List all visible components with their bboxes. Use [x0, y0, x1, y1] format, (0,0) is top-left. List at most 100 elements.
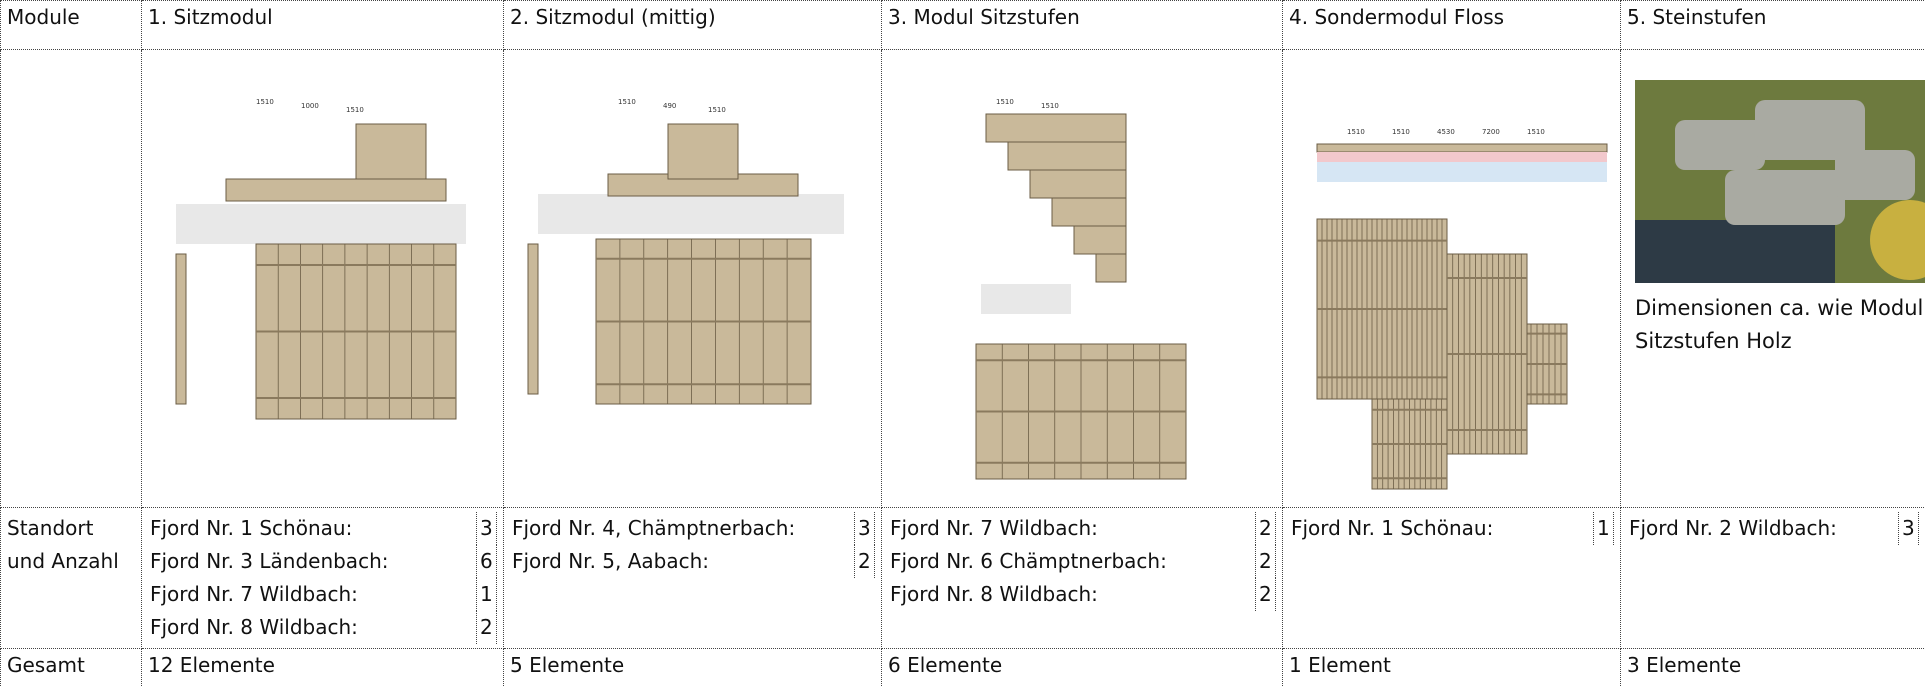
- stone: [1725, 170, 1845, 225]
- dimension-label: 1510: [346, 106, 364, 114]
- step: [1051, 197, 1127, 227]
- ground: [981, 284, 1071, 314]
- header-cell: 4. Sondermodul Floss: [1282, 0, 1621, 50]
- stone: [1675, 120, 1765, 170]
- dimension-label: 7200: [1482, 128, 1500, 136]
- water: [1635, 220, 1835, 283]
- step: [1007, 141, 1127, 171]
- location-list: Fjord Nr. 1 Schönau: 3 Fjord Nr. 3 Ländenb…: [148, 512, 497, 644]
- caption: Dimensionen ca. wie Modul Sitzstufen Hol…: [1635, 296, 1924, 353]
- dimension-label: 4530: [1437, 128, 1455, 136]
- step: [1073, 225, 1127, 255]
- location-count: 6: [476, 545, 497, 578]
- drawing-cell: 1510 1000 1510: [141, 49, 504, 508]
- ground: [538, 194, 844, 234]
- location-row: Fjord Nr. 3 Ländenbach: 6: [148, 545, 497, 578]
- dimension-label: 1510: [708, 106, 726, 114]
- step: [1029, 169, 1127, 199]
- technical-drawing: 1510 1000 1510: [175, 98, 466, 420]
- location-cell: Fjord Nr. 1 Schönau: 3 Fjord Nr. 3 Ländenb…: [141, 507, 504, 649]
- location-name: Fjord Nr. 5, Aabach:: [512, 549, 710, 573]
- side-view: [175, 253, 187, 405]
- location-name: Fjord Nr. 3 Ländenbach:: [150, 549, 389, 573]
- drawing-cell: 1510 490 1510: [503, 49, 882, 508]
- location-count: 1: [1593, 512, 1614, 545]
- location-cell: Fjord Nr. 2 Wildbach: 3: [1620, 507, 1925, 649]
- total-cell: 12 Elemente: [141, 648, 504, 687]
- location-name: Fjord Nr. 6 Chämptnerbach:: [890, 549, 1167, 573]
- header-cell: 5. Steinstufen: [1620, 0, 1925, 50]
- empty-cell: [0, 49, 142, 508]
- location-count: 3: [854, 512, 875, 545]
- location-count: 2: [854, 545, 875, 578]
- water: [1317, 162, 1607, 182]
- location-cell: Fjord Nr. 4, Chämptnerbach: 3 Fjord Nr. 5,…: [503, 507, 882, 649]
- location-name: Fjord Nr. 7 Wildbach:: [890, 516, 1098, 540]
- location-name: Fjord Nr. 8 Wildbach:: [890, 582, 1098, 606]
- dimension-label: 1510: [1527, 128, 1545, 136]
- location-list: Fjord Nr. 4, Chämptnerbach: 3 Fjord Nr. 5,…: [510, 512, 875, 578]
- technical-drawing: 1510 490 1510: [527, 98, 844, 405]
- drawing-cell: 1510 1510 4530 7200 1510: [1282, 49, 1621, 508]
- row-label: Gesamt: [0, 648, 142, 687]
- location-list: Fjord Nr. 1 Schönau: 1: [1289, 512, 1614, 545]
- header-cell: 3. Modul Sitzstufen: [881, 0, 1283, 50]
- header-cell: 1. Sitzmodul: [141, 0, 504, 50]
- back: [355, 123, 427, 180]
- location-count: 1: [476, 578, 497, 611]
- location-row: Fjord Nr. 6 Chämptnerbach: 2: [888, 545, 1276, 578]
- location-name: Fjord Nr. 1 Schönau:: [1291, 516, 1494, 540]
- location-list: Fjord Nr. 7 Wildbach: 2 Fjord Nr. 6 Chämpt…: [888, 512, 1276, 611]
- location-row: Fjord Nr. 1 Schönau: 3: [148, 512, 497, 545]
- drawing-cell: Dimensionen ca. wie Modul Sitzstufen Hol…: [1620, 49, 1925, 508]
- dimension-label: 1510: [618, 98, 636, 106]
- header-cell: 2. Sitzmodul (mittig): [503, 0, 882, 50]
- location-count: 3: [1898, 512, 1919, 545]
- location-name: Fjord Nr. 8 Wildbach:: [150, 615, 358, 639]
- location-row: Fjord Nr. 8 Wildbach: 2: [888, 578, 1276, 611]
- location-row: Fjord Nr. 4, Chämptnerbach: 3: [510, 512, 875, 545]
- location-count: 3: [476, 512, 497, 545]
- photo: [1635, 80, 1925, 283]
- location-row: Fjord Nr. 5, Aabach: 2: [510, 545, 875, 578]
- header-row: Module 1. Sitzmodul 2. Sitzmodul (mittig) 3…: [0, 0, 1925, 50]
- step: [985, 113, 1127, 143]
- location-list: Fjord Nr. 2 Wildbach: 3: [1627, 512, 1919, 545]
- total-row: Gesamt 12 Elemente 5 Elemente 6 Elemente 1 E…: [0, 648, 1925, 687]
- location-row: Fjord Nr. 8 Wildbach: 2: [148, 611, 497, 644]
- technical-drawing: 1510 1510 4530 7200 1510: [1316, 128, 1608, 490]
- total-cell: 3 Elemente: [1620, 648, 1925, 687]
- location-row: Fjord Nr. 7 Wildbach: 2: [888, 512, 1276, 545]
- location-count: 2: [476, 611, 497, 644]
- stone: [1755, 100, 1865, 160]
- total-cell: 5 Elemente: [503, 648, 882, 687]
- location-row: Fjord Nr. 1 Schönau: 1: [1289, 512, 1614, 545]
- total-cell: 1 Element: [1282, 648, 1621, 687]
- location-name: Fjord Nr. 1 Schönau:: [150, 516, 353, 540]
- location-row: Fjord Nr. 7 Wildbach: 1: [148, 578, 497, 611]
- dimension-label: 1510: [1392, 128, 1410, 136]
- location-count: 2: [1255, 545, 1276, 578]
- stone: [1835, 150, 1915, 200]
- float: [1316, 143, 1608, 153]
- ground: [176, 204, 466, 244]
- location-count: 2: [1255, 512, 1276, 545]
- bench: [225, 178, 447, 202]
- total-cell: 6 Elemente: [881, 648, 1283, 687]
- foliage: [1870, 200, 1925, 280]
- dimension-label: 1510: [996, 98, 1014, 106]
- location-row: Fjord Nr. 2 Wildbach: 3: [1627, 512, 1919, 545]
- dimension-label: 1510: [1347, 128, 1365, 136]
- dimension-label: 1000: [301, 102, 319, 110]
- location-cell: Fjord Nr. 1 Schönau: 1: [1282, 507, 1621, 649]
- dimension-label: 490: [663, 102, 676, 110]
- step: [1095, 253, 1127, 283]
- location-name: Fjord Nr. 7 Wildbach:: [150, 582, 358, 606]
- dimension-label: 1510: [256, 98, 274, 106]
- side-view: [527, 243, 539, 395]
- location-count: 2: [1255, 578, 1276, 611]
- row-label: Standort und Anzahl: [0, 507, 142, 649]
- technical-drawing: 1510 1510: [975, 98, 1187, 480]
